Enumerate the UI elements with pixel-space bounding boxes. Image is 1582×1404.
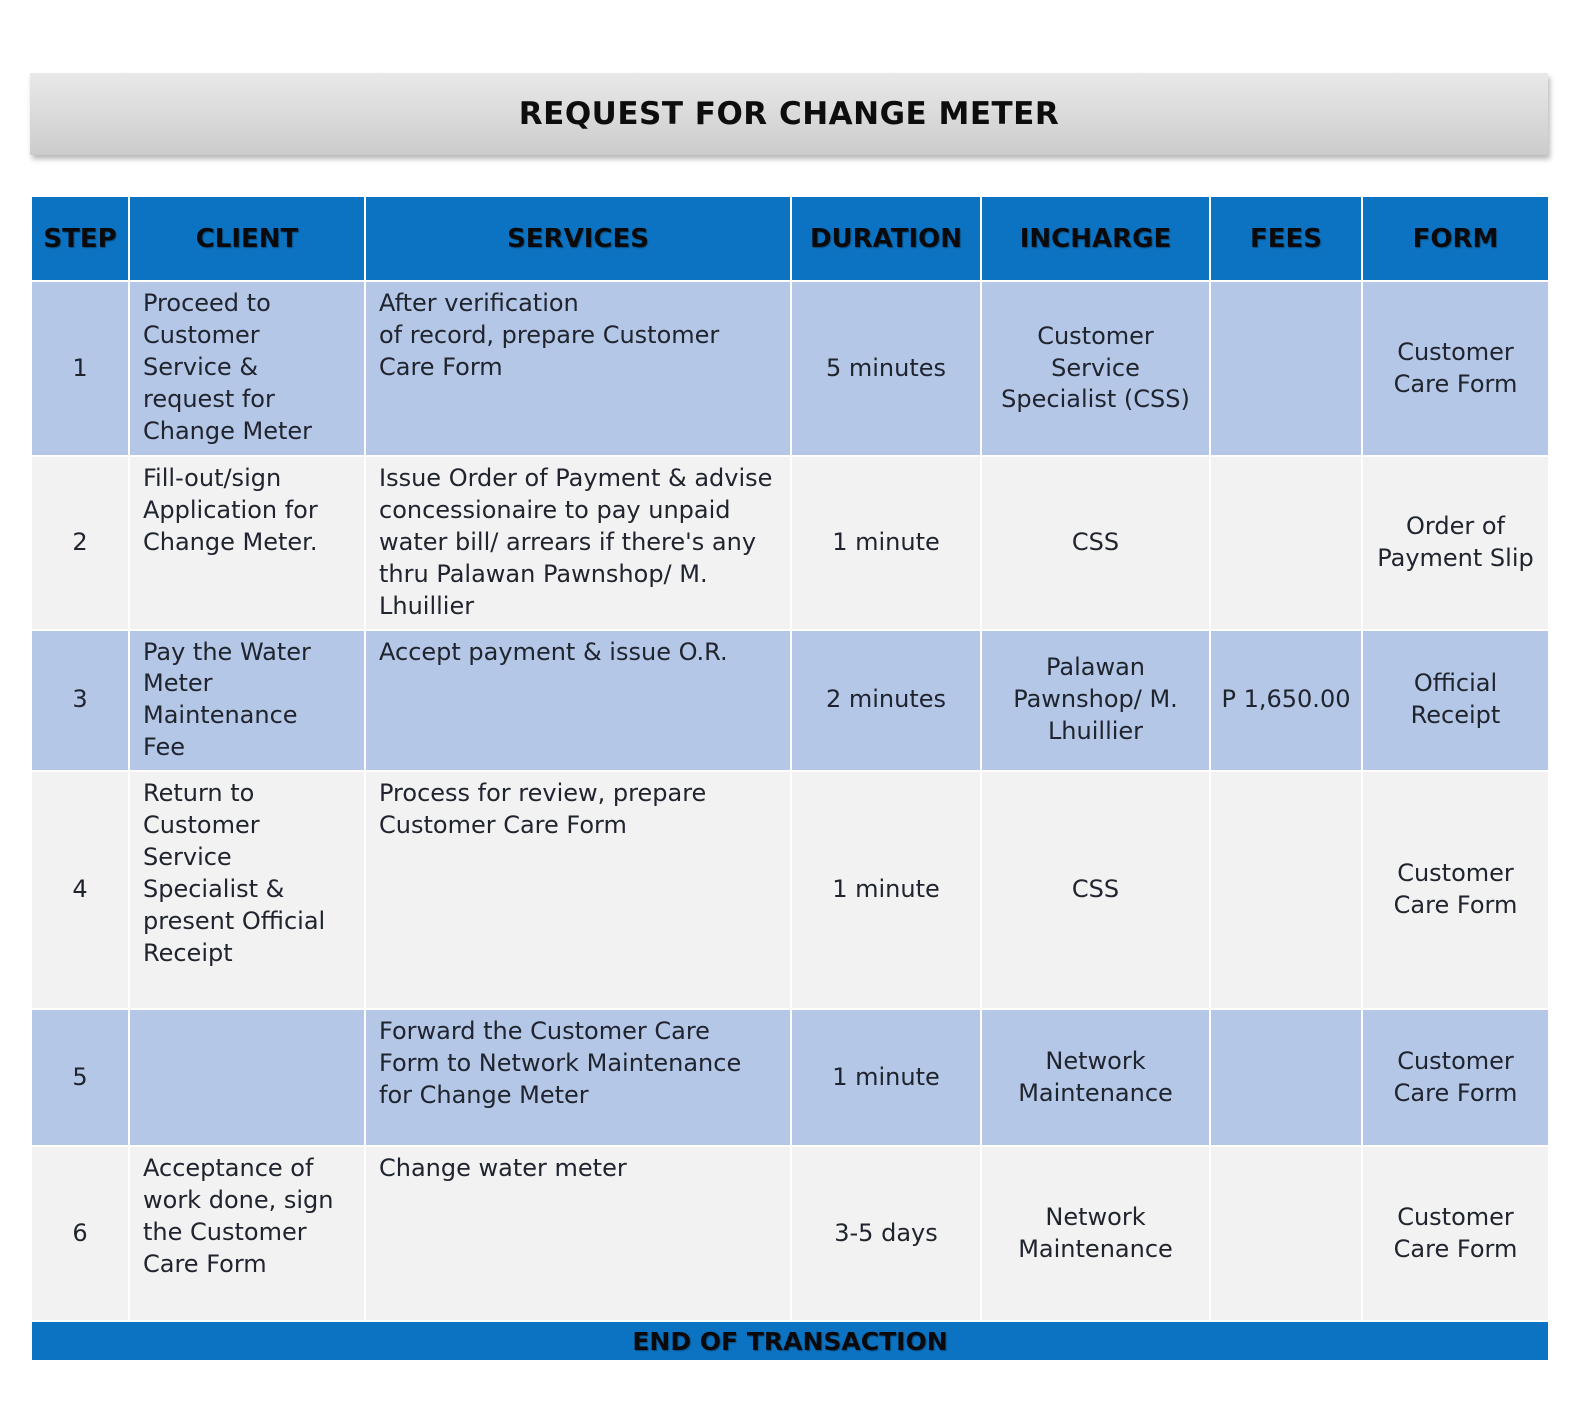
cell-fees <box>1209 1145 1363 1323</box>
title-banner: REQUEST FOR CHANGE METER <box>30 73 1548 155</box>
page-title: REQUEST FOR CHANGE METER <box>518 96 1060 132</box>
cell-client: Fill-out/sign Application for Change Met… <box>128 455 366 631</box>
cell-incharge: CSS <box>980 770 1211 1011</box>
cell-client: Return to Customer Service Specialist & … <box>128 770 366 1011</box>
cell-form: Customer Care Form <box>1361 1145 1550 1323</box>
cell-services: Change water meter <box>364 1145 792 1323</box>
cell-services: Issue Order of Payment & advise concessi… <box>364 455 792 631</box>
table-row: 6 Acceptance of work done, sign the Cust… <box>30 1145 1550 1323</box>
table-footer: END OF TRANSACTION <box>30 1320 1550 1363</box>
table-row: 4 Return to Customer Service Specialist … <box>30 770 1550 1011</box>
cell-form: Order of Payment Slip <box>1361 455 1550 631</box>
cell-step: 6 <box>30 1145 130 1323</box>
cell-fees <box>1209 1008 1363 1148</box>
cell-incharge: Customer Service Specialist (CSS) <box>980 280 1211 457</box>
column-header-form: FORM <box>1361 195 1550 282</box>
cell-client <box>128 1008 366 1148</box>
cell-duration: 5 minutes <box>790 280 982 457</box>
cell-duration: 1 minute <box>790 1008 982 1148</box>
cell-form: Official Receipt <box>1361 628 1550 773</box>
column-header-incharge: INCHARGE <box>980 195 1211 282</box>
table-header: STEP CLIENT SERVICES DURATION INCHARGE F… <box>30 195 1550 282</box>
cell-services: After verification of record, prepare Cu… <box>364 280 792 457</box>
cell-form: Customer Care Form <box>1361 280 1550 457</box>
table-row: 5 Forward the Customer Care Form to Netw… <box>30 1008 1550 1148</box>
table-row: 2 Fill-out/sign Application for Change M… <box>30 455 1550 631</box>
end-of-transaction-banner: END OF TRANSACTION <box>30 1320 1550 1363</box>
cell-client: Pay the Water Meter Maintenance Fee <box>128 628 366 773</box>
table-row: 1 Proceed to Customer Service & request … <box>30 280 1550 457</box>
cell-fees <box>1209 280 1363 457</box>
cell-services: Forward the Customer Care Form to Networ… <box>364 1008 792 1148</box>
cell-form: Customer Care Form <box>1361 1008 1550 1148</box>
cell-step: 5 <box>30 1008 130 1148</box>
column-header-duration: DURATION <box>790 195 982 282</box>
cell-services: Accept payment & issue O.R. <box>364 628 792 773</box>
cell-duration: 2 minutes <box>790 628 982 773</box>
cell-fees: P 1,650.00 <box>1209 628 1363 773</box>
cell-step: 4 <box>30 770 130 1011</box>
cell-incharge: Network Maintenance <box>980 1145 1211 1323</box>
cell-fees <box>1209 770 1363 1011</box>
cell-form: Customer Care Form <box>1361 770 1550 1011</box>
table-row: 3 Pay the Water Meter Maintenance Fee Ac… <box>30 628 1550 773</box>
column-header-fees: FEES <box>1209 195 1363 282</box>
cell-duration: 1 minute <box>790 455 982 631</box>
cell-services: Process for review, prepare Customer Car… <box>364 770 792 1011</box>
cell-step: 1 <box>30 280 130 457</box>
column-header-services: SERVICES <box>364 195 792 282</box>
cell-step: 3 <box>30 628 130 773</box>
footer-row: END OF TRANSACTION <box>30 1320 1550 1363</box>
table-body: 1 Proceed to Customer Service & request … <box>30 280 1550 1323</box>
cell-duration: 3-5 days <box>790 1145 982 1323</box>
cell-incharge: Palawan Pawnshop/ M. Lhuillier <box>980 628 1211 773</box>
column-header-step: STEP <box>30 195 130 282</box>
cell-duration: 1 minute <box>790 770 982 1011</box>
header-row: STEP CLIENT SERVICES DURATION INCHARGE F… <box>30 195 1550 282</box>
column-header-client: CLIENT <box>128 195 366 282</box>
cell-incharge: CSS <box>980 455 1211 631</box>
process-table: STEP CLIENT SERVICES DURATION INCHARGE F… <box>30 195 1550 1363</box>
cell-fees <box>1209 455 1363 631</box>
cell-client: Proceed to Customer Service & request fo… <box>128 280 366 457</box>
cell-client: Acceptance of work done, sign the Custom… <box>128 1145 366 1323</box>
cell-step: 2 <box>30 455 130 631</box>
cell-incharge: Network Maintenance <box>980 1008 1211 1148</box>
